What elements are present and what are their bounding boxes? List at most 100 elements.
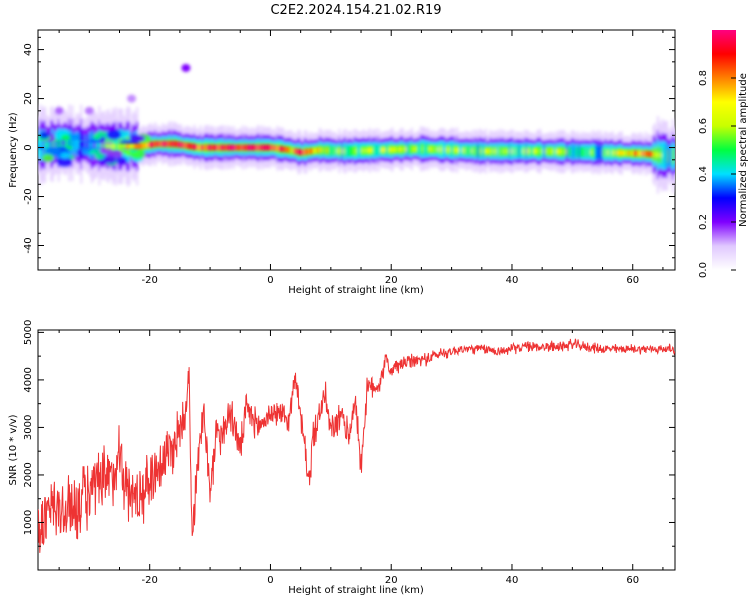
heatmap-blob [39, 131, 50, 139]
heatmap-cell [71, 140, 74, 146]
colorbar-tick-label: 0.0 [698, 262, 709, 278]
heatmap-cell [238, 144, 241, 151]
heatmap-cell [285, 146, 288, 153]
heatmap-cell [149, 142, 152, 148]
colorbar-tick-label: 0.4 [698, 166, 709, 182]
heatmap-cell [428, 146, 432, 152]
heatmap-cell [92, 142, 95, 148]
heatmap-cell [317, 147, 320, 153]
heatmap-cell [601, 149, 604, 156]
heatmap-cell [207, 144, 210, 151]
heatmap-cell [358, 148, 361, 154]
heatmap-cell [332, 147, 335, 154]
x-tick-label: 40 [506, 275, 519, 286]
heatmap-cell [261, 144, 264, 151]
heatmap-cell [308, 148, 311, 155]
heatmap-cell [376, 147, 379, 153]
heatmap-cell [163, 141, 166, 147]
heatmap-cell [243, 144, 246, 151]
heatmap-cell [527, 148, 530, 154]
spectrogram-heatmap [38, 63, 675, 194]
heatmap-cell [54, 141, 57, 147]
heatmap-cell [570, 149, 573, 155]
y-tick-label: 0 [23, 144, 34, 150]
heatmap-cell [205, 144, 208, 151]
heatmap-cell [386, 147, 389, 153]
heatmap-cell [223, 144, 226, 151]
heatmap-cell [173, 141, 176, 147]
heatmap-cell [312, 148, 315, 154]
heatmap-cell [154, 141, 157, 147]
heatmap-cell [356, 148, 359, 154]
heatmap-cell [222, 144, 225, 151]
heatmap-cell [240, 144, 243, 151]
x-tick-label: 40 [506, 575, 519, 586]
heatmap-cell [433, 146, 436, 152]
heatmap-cell [324, 147, 327, 153]
heatmap-cell [477, 148, 480, 154]
heatmap-cell [187, 143, 190, 149]
heatmap-cell [650, 151, 653, 157]
heatmap-cell [262, 144, 266, 151]
heatmap-cell [246, 144, 249, 151]
heatmap-cell [124, 143, 127, 150]
heatmap-cell [231, 144, 234, 151]
heatmap-cell [196, 144, 199, 151]
heatmap-blob [67, 132, 81, 142]
heatmap-blob [56, 156, 72, 168]
x-tick-label: 0 [267, 275, 273, 286]
heatmap-cell [511, 148, 515, 154]
heatmap-cell [128, 143, 131, 150]
heatmap-outlier [181, 63, 191, 72]
heatmap-cell [596, 149, 599, 156]
heatmap-cell [450, 147, 453, 153]
chart-title: C2E2.2024.154.21.02.R19 [270, 3, 441, 18]
heatmap-cell [540, 148, 543, 154]
heatmap-cell [493, 148, 496, 154]
heatmap-cell [466, 147, 469, 154]
heatmap-cell [560, 148, 563, 155]
heatmap-cell [140, 143, 143, 149]
heatmap-cell [198, 144, 201, 151]
heatmap-cell [641, 150, 644, 157]
y-tick-label: -20 [23, 188, 34, 204]
heatmap-cell [552, 148, 555, 155]
heatmap-cell [265, 144, 269, 151]
heatmap-cell [578, 149, 581, 155]
heatmap-outlier [54, 106, 64, 115]
heatmap-cell [409, 146, 412, 152]
heatmap-cell [136, 143, 139, 150]
heatmap-cell [664, 152, 667, 159]
heatmap-cell [90, 142, 93, 148]
heatmap-cell [631, 150, 634, 156]
heatmap-cell [572, 149, 575, 155]
heatmap-cell [610, 149, 613, 156]
heatmap-cell [354, 148, 358, 154]
heatmap-cell [670, 153, 673, 159]
heatmap-cell [430, 146, 433, 152]
heatmap-cell [673, 153, 675, 159]
heatmap-cell [50, 141, 53, 147]
heatmap-cell [111, 143, 115, 149]
heatmap-cell [271, 145, 275, 151]
heatmap-cell [41, 142, 44, 148]
heatmap-cell [367, 147, 370, 154]
heatmap-cell [501, 148, 504, 154]
heatmap-cell [496, 148, 499, 154]
heatmap-cell [279, 146, 282, 152]
heatmap-cell [557, 148, 560, 155]
heatmap-cell [626, 150, 629, 156]
heatmap-cell [89, 142, 92, 148]
heatmap-cell [487, 148, 490, 154]
heatmap-cell [253, 144, 256, 151]
heatmap-cell [172, 141, 175, 147]
heatmap-cell [202, 144, 205, 151]
heatmap-cell [318, 147, 321, 153]
heatmap-cell [342, 148, 346, 154]
heatmap-cell [208, 144, 211, 151]
heatmap-cell [625, 150, 628, 156]
heatmap-cell [671, 153, 675, 159]
x-tick-label: 60 [626, 275, 639, 286]
heatmap-cell [463, 147, 466, 154]
